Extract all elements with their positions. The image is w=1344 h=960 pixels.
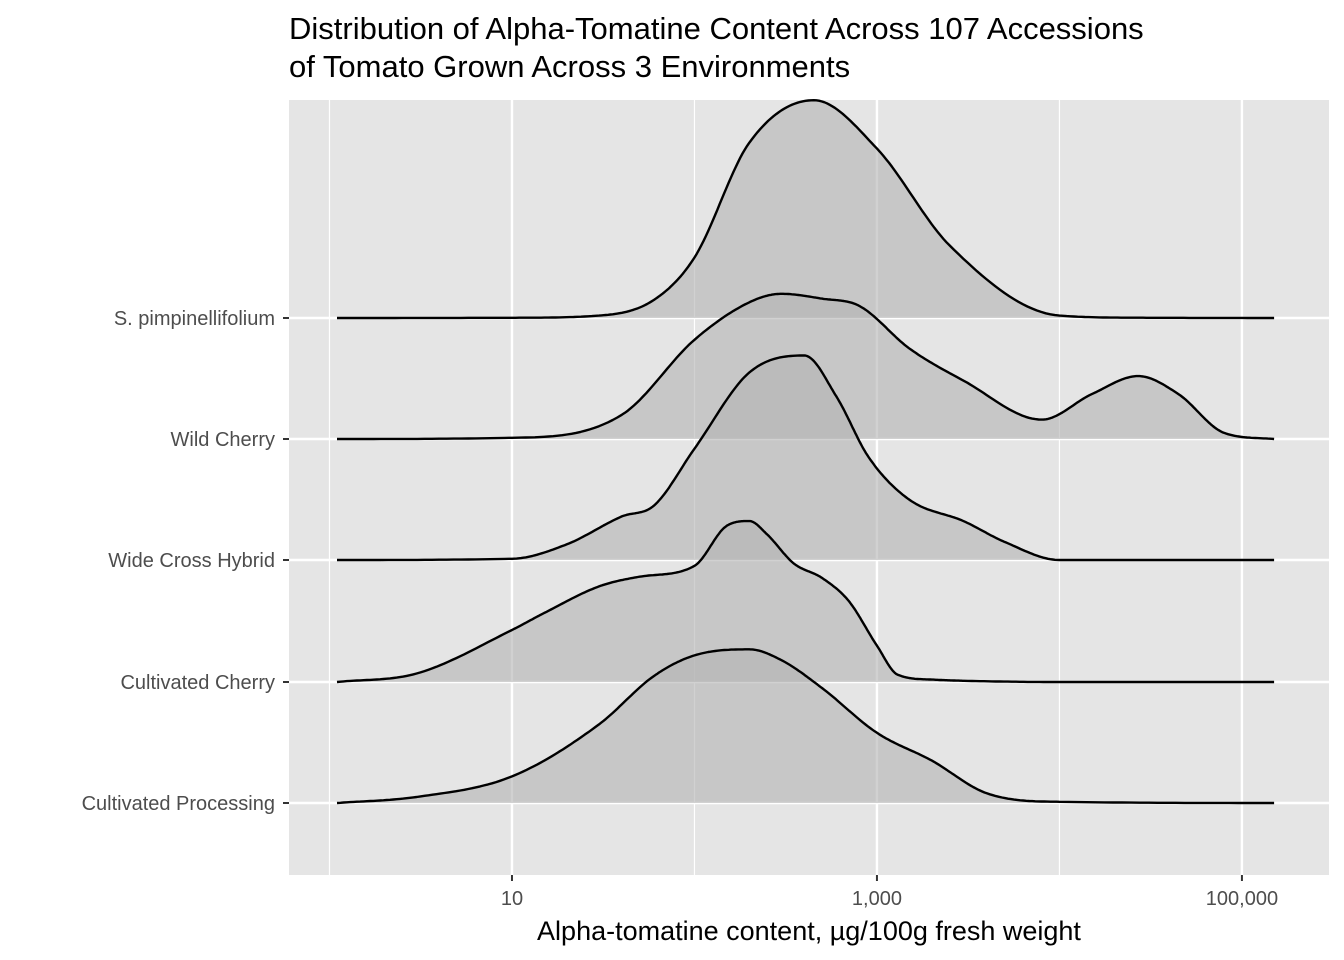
ridge-cultivated-processing <box>336 648 1275 805</box>
ridge-outline <box>337 99 1275 320</box>
x-tick-label: 10 <box>501 888 523 910</box>
y-tick-label: Wild Cherry <box>171 429 275 451</box>
ridge-cultivated-cherry <box>336 519 1275 684</box>
chart-title-line-2: of Tomato Grown Across 3 Environments <box>289 49 851 84</box>
ridge-fill <box>337 100 1275 318</box>
ridge-s-pimpinellifolium <box>337 99 1275 320</box>
chart-title-line-1: Distribution of Alpha-Tomatine Content A… <box>289 11 1144 46</box>
ridge-fill <box>337 649 1275 803</box>
ridge-outline <box>337 354 1275 562</box>
y-tick-label: Wide Cross Hybrid <box>108 550 275 572</box>
x-axis: 10 1,000 100,000 <box>501 875 1278 910</box>
ridge-wide-cross-hybrid <box>337 354 1275 562</box>
density-ridges <box>336 99 1275 805</box>
x-tick-label: 100,000 <box>1206 888 1278 910</box>
x-tick-label: 1,000 <box>852 888 902 910</box>
ridge-outline <box>336 648 1275 805</box>
x-axis-title: Alpha-tomatine content, µg/100g fresh we… <box>537 916 1081 946</box>
ridge-fill <box>337 355 1275 560</box>
ridge-outline <box>336 519 1275 684</box>
y-tick-label: S. pimpinellifolium <box>114 308 275 330</box>
y-tick-label: Cultivated Processing <box>82 793 275 815</box>
ridge-fill <box>337 521 1275 682</box>
y-tick-label: Cultivated Cherry <box>120 672 275 694</box>
ridge-outline <box>337 292 1275 441</box>
y-axis: Cultivated Processing Cultivated Cherry Wi… <box>82 308 289 815</box>
